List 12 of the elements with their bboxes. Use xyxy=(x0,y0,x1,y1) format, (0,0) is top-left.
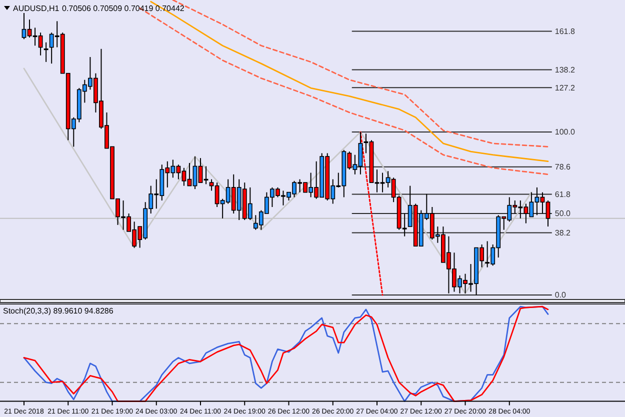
y-tick-label: 50.0 xyxy=(554,209,571,218)
candlestick xyxy=(44,42,48,62)
chart-title: Stoch(20,3,3) 89.9610 94.8286 xyxy=(3,306,114,316)
y-tick-label: 78.6 xyxy=(554,162,571,172)
y-tick-label: 38.2 xyxy=(554,228,571,238)
y-tick-label: 161.8 xyxy=(554,26,576,36)
y-tick-label: 61.8 xyxy=(554,190,571,199)
y-tick-label: 0.0 xyxy=(554,290,567,300)
y-tick-label: 127.2 xyxy=(554,83,576,92)
y-tick-label: 100.0 xyxy=(554,128,576,137)
text: AUDUSD,H1 xyxy=(13,4,60,13)
y-tick-label: 138.2 xyxy=(554,65,576,74)
